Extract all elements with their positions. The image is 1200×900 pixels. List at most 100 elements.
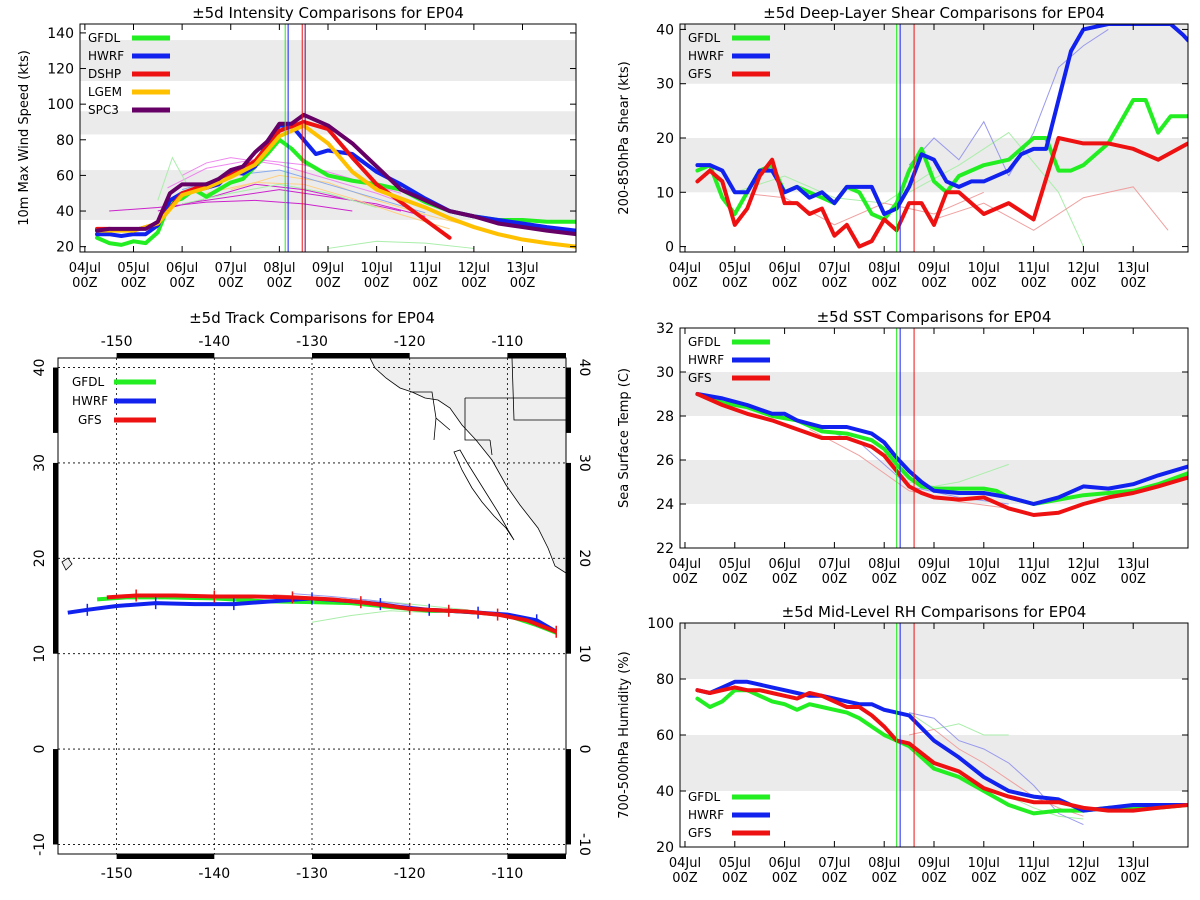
x-tick-label: 00Z <box>672 276 698 291</box>
y-tick-label: 60 <box>656 728 674 744</box>
ensemble-line <box>181 157 402 203</box>
lat-tick-label: 10 <box>576 645 592 663</box>
y-tick-label: 26 <box>656 453 674 469</box>
x-tick-label: 11Jul <box>409 261 441 276</box>
y-tick-label: 30 <box>656 77 674 93</box>
lat-tick-label: -10 <box>576 833 592 856</box>
x-tick-label: 00Z <box>871 572 897 587</box>
rh-chart: ±5d Mid-Level RH Comparisons for EP04 20 4… <box>617 603 1189 886</box>
legend-label: HWRF <box>688 808 724 822</box>
series-line-hwrf <box>695 392 1188 506</box>
lat-tick-label: -10 <box>32 833 48 856</box>
x-tick-label: 00Z <box>921 276 947 291</box>
y-tick-label: 22 <box>656 541 674 557</box>
x-tick-label: 00Z <box>413 276 439 291</box>
x-tick-label: 00Z <box>1120 572 1146 587</box>
x-tick-label: 00Z <box>871 871 897 886</box>
x-tick-label: 00Z <box>971 276 997 291</box>
x-tick-label: 10Jul <box>968 856 1000 871</box>
x-tick-label: 12Jul <box>1067 856 1099 871</box>
legend-label: GFDL <box>88 31 120 45</box>
x-tick-label: 11Jul <box>1017 261 1049 276</box>
x-tick-label: 05Jul <box>719 557 751 572</box>
x-tick-label: 00Z <box>822 276 848 291</box>
x-tick-label: 00Z <box>1120 276 1146 291</box>
ensemble-line <box>182 183 377 208</box>
x-tick-label: 05Jul <box>719 261 751 276</box>
lon-tick-label: -130 <box>296 866 328 882</box>
y-tick-label: 24 <box>656 497 674 513</box>
x-tick-label: 00Z <box>461 276 487 291</box>
y-tick-label: 0 <box>665 240 674 256</box>
ensemble-line <box>908 728 1084 817</box>
ensemble-line <box>908 120 1010 177</box>
lon-tick-label: -150 <box>101 334 133 350</box>
ensemble-line <box>157 156 188 201</box>
map-border-bar <box>566 367 571 433</box>
legend-label: GFS <box>688 371 712 385</box>
map-border-bar <box>53 367 58 433</box>
x-tick-label: 00Z <box>722 572 748 587</box>
intensity-chart: ±5d Intensity Comparisons for EP04 20 40 60… <box>17 4 577 291</box>
chart-title: ±5d Intensity Comparisons for EP04 <box>192 4 464 22</box>
lat-tick-label: 0 <box>32 745 48 754</box>
x-tick-label: 10Jul <box>968 557 1000 572</box>
legend-label: SPC3 <box>88 103 119 117</box>
y-tick-label: 30 <box>656 365 674 381</box>
shade-band <box>680 623 1188 679</box>
x-tick-label: 00Z <box>772 572 798 587</box>
lat-tick-label: 20 <box>32 549 48 567</box>
y-axis-label: 700-500hPa Humidity (%) <box>617 651 632 818</box>
lat-tick-label: 10 <box>32 645 48 663</box>
legend-label: DSHP <box>88 67 121 81</box>
x-tick-label: 00Z <box>1120 871 1146 886</box>
y-tick-label: 60 <box>56 168 74 184</box>
legend-label: GFS <box>688 67 712 81</box>
y-tick-label: 40 <box>56 204 74 220</box>
x-tick-label: 06Jul <box>768 557 800 572</box>
series-line-gfs <box>695 685 1188 813</box>
ensemble-line <box>109 199 353 212</box>
lon-tick-label: -130 <box>296 334 328 350</box>
x-tick-label: 00Z <box>921 871 947 886</box>
legend-label: HWRF <box>688 353 724 367</box>
lon-tick-label: -140 <box>198 334 230 350</box>
legend-label: HWRF <box>88 49 124 63</box>
x-tick-label: 12Jul <box>458 261 490 276</box>
x-tick-label: 00Z <box>971 871 997 886</box>
model-tracks <box>67 589 558 638</box>
map-border-bar <box>312 353 410 358</box>
x-tick-label: 09Jul <box>918 261 950 276</box>
x-tick-label: 10Jul <box>361 261 393 276</box>
x-tick-label: 06Jul <box>768 261 800 276</box>
land-mass <box>61 358 566 574</box>
legend-label: GFDL <box>688 335 720 349</box>
x-tick-label: 12Jul <box>1067 261 1099 276</box>
x-tick-label: 07Jul <box>818 261 850 276</box>
x-tick-label: 08Jul <box>868 856 900 871</box>
legend-label: GFDL <box>688 31 720 45</box>
x-tick-label: 08Jul <box>263 261 295 276</box>
x-tick-label: 00Z <box>971 572 997 587</box>
x-tick-label: 00Z <box>72 276 98 291</box>
x-tick-label: 07Jul <box>215 261 247 276</box>
lat-tick-label: 30 <box>576 454 592 472</box>
y-tick-label: 40 <box>656 784 674 800</box>
y-tick-label: 20 <box>656 131 674 147</box>
y-tick-label: 140 <box>47 26 74 42</box>
x-tick-label: 00Z <box>772 276 798 291</box>
x-tick-label: 11Jul <box>1017 557 1049 572</box>
y-tick-label: 20 <box>656 840 674 856</box>
state-borders <box>410 358 566 456</box>
lat-tick-label: 30 <box>32 454 48 472</box>
map-border-bar <box>53 749 58 845</box>
x-tick-label: 00Z <box>169 276 195 291</box>
lat-tick-label: 0 <box>576 745 592 754</box>
x-tick-label: 05Jul <box>719 856 751 871</box>
ensemble-line <box>809 428 1009 509</box>
x-tick-label: 00Z <box>1021 871 1047 886</box>
ensemble-line <box>327 240 474 249</box>
x-tick-label: 04Jul <box>669 856 701 871</box>
hawaii-island <box>61 557 73 571</box>
